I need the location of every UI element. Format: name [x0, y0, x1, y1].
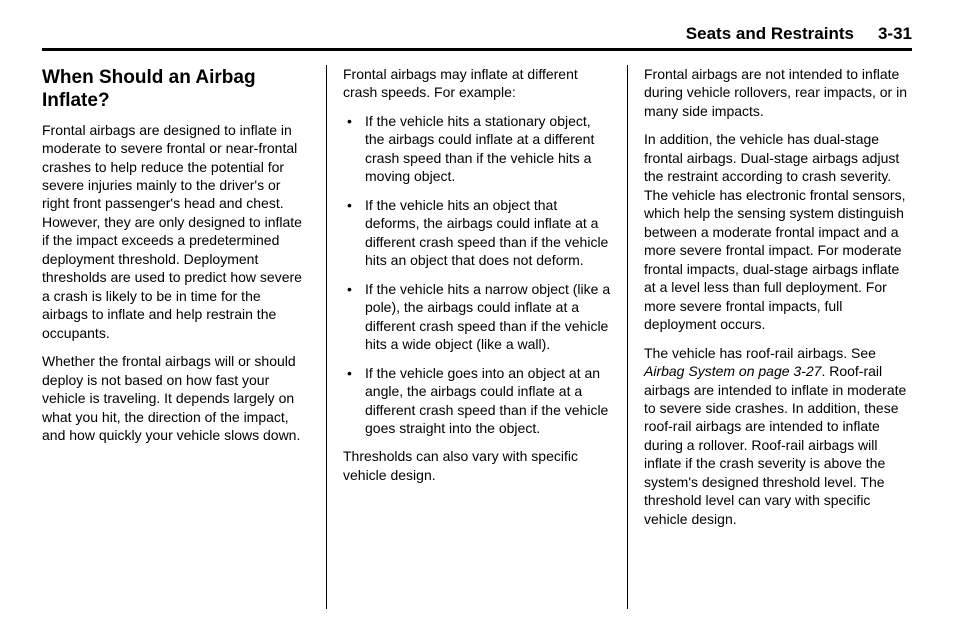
body-paragraph: Frontal airbags may inflate at different… — [343, 65, 611, 102]
list-item: If the vehicle hits an object that defor… — [343, 196, 611, 270]
text-run: . Roof-rail airbags are intended to infl… — [644, 363, 906, 527]
column-3: Frontal airbags are not intended to infl… — [634, 65, 912, 609]
list-item: If the vehicle goes into an object at an… — [343, 364, 611, 438]
column-divider — [627, 65, 628, 609]
body-paragraph: Thresholds can also vary with specific v… — [343, 447, 611, 484]
column-2: Frontal airbags may inflate at different… — [333, 65, 621, 609]
body-paragraph: Whether the frontal airbags will or shou… — [42, 352, 310, 444]
section-heading: When Should an Airbag Inflate? — [42, 67, 310, 113]
column-divider — [326, 65, 327, 609]
body-paragraph: In addition, the vehicle has dual-stage … — [644, 130, 912, 333]
page-number: 3-31 — [878, 24, 912, 44]
body-paragraph: The vehicle has roof-rail airbags. See A… — [644, 344, 912, 529]
body-paragraph: Frontal airbags are designed to inflate … — [42, 121, 310, 343]
list-item: If the vehicle hits a narrow object (lik… — [343, 280, 611, 354]
body-paragraph: Frontal airbags are not intended to infl… — [644, 65, 912, 120]
cross-reference: Airbag System on page 3‑27 — [644, 363, 821, 379]
bullet-list: If the vehicle hits a stationary object,… — [343, 112, 611, 438]
text-run: The vehicle has roof-rail airbags. See — [644, 345, 876, 361]
content-columns: When Should an Airbag Inflate? Frontal a… — [42, 65, 912, 609]
chapter-title: Seats and Restraints — [686, 24, 854, 44]
list-item: If the vehicle hits a stationary object,… — [343, 112, 611, 186]
page-header: Seats and Restraints 3-31 — [42, 24, 912, 51]
manual-page: Seats and Restraints 3-31 When Should an… — [0, 0, 954, 638]
column-1: When Should an Airbag Inflate? Frontal a… — [42, 65, 320, 609]
